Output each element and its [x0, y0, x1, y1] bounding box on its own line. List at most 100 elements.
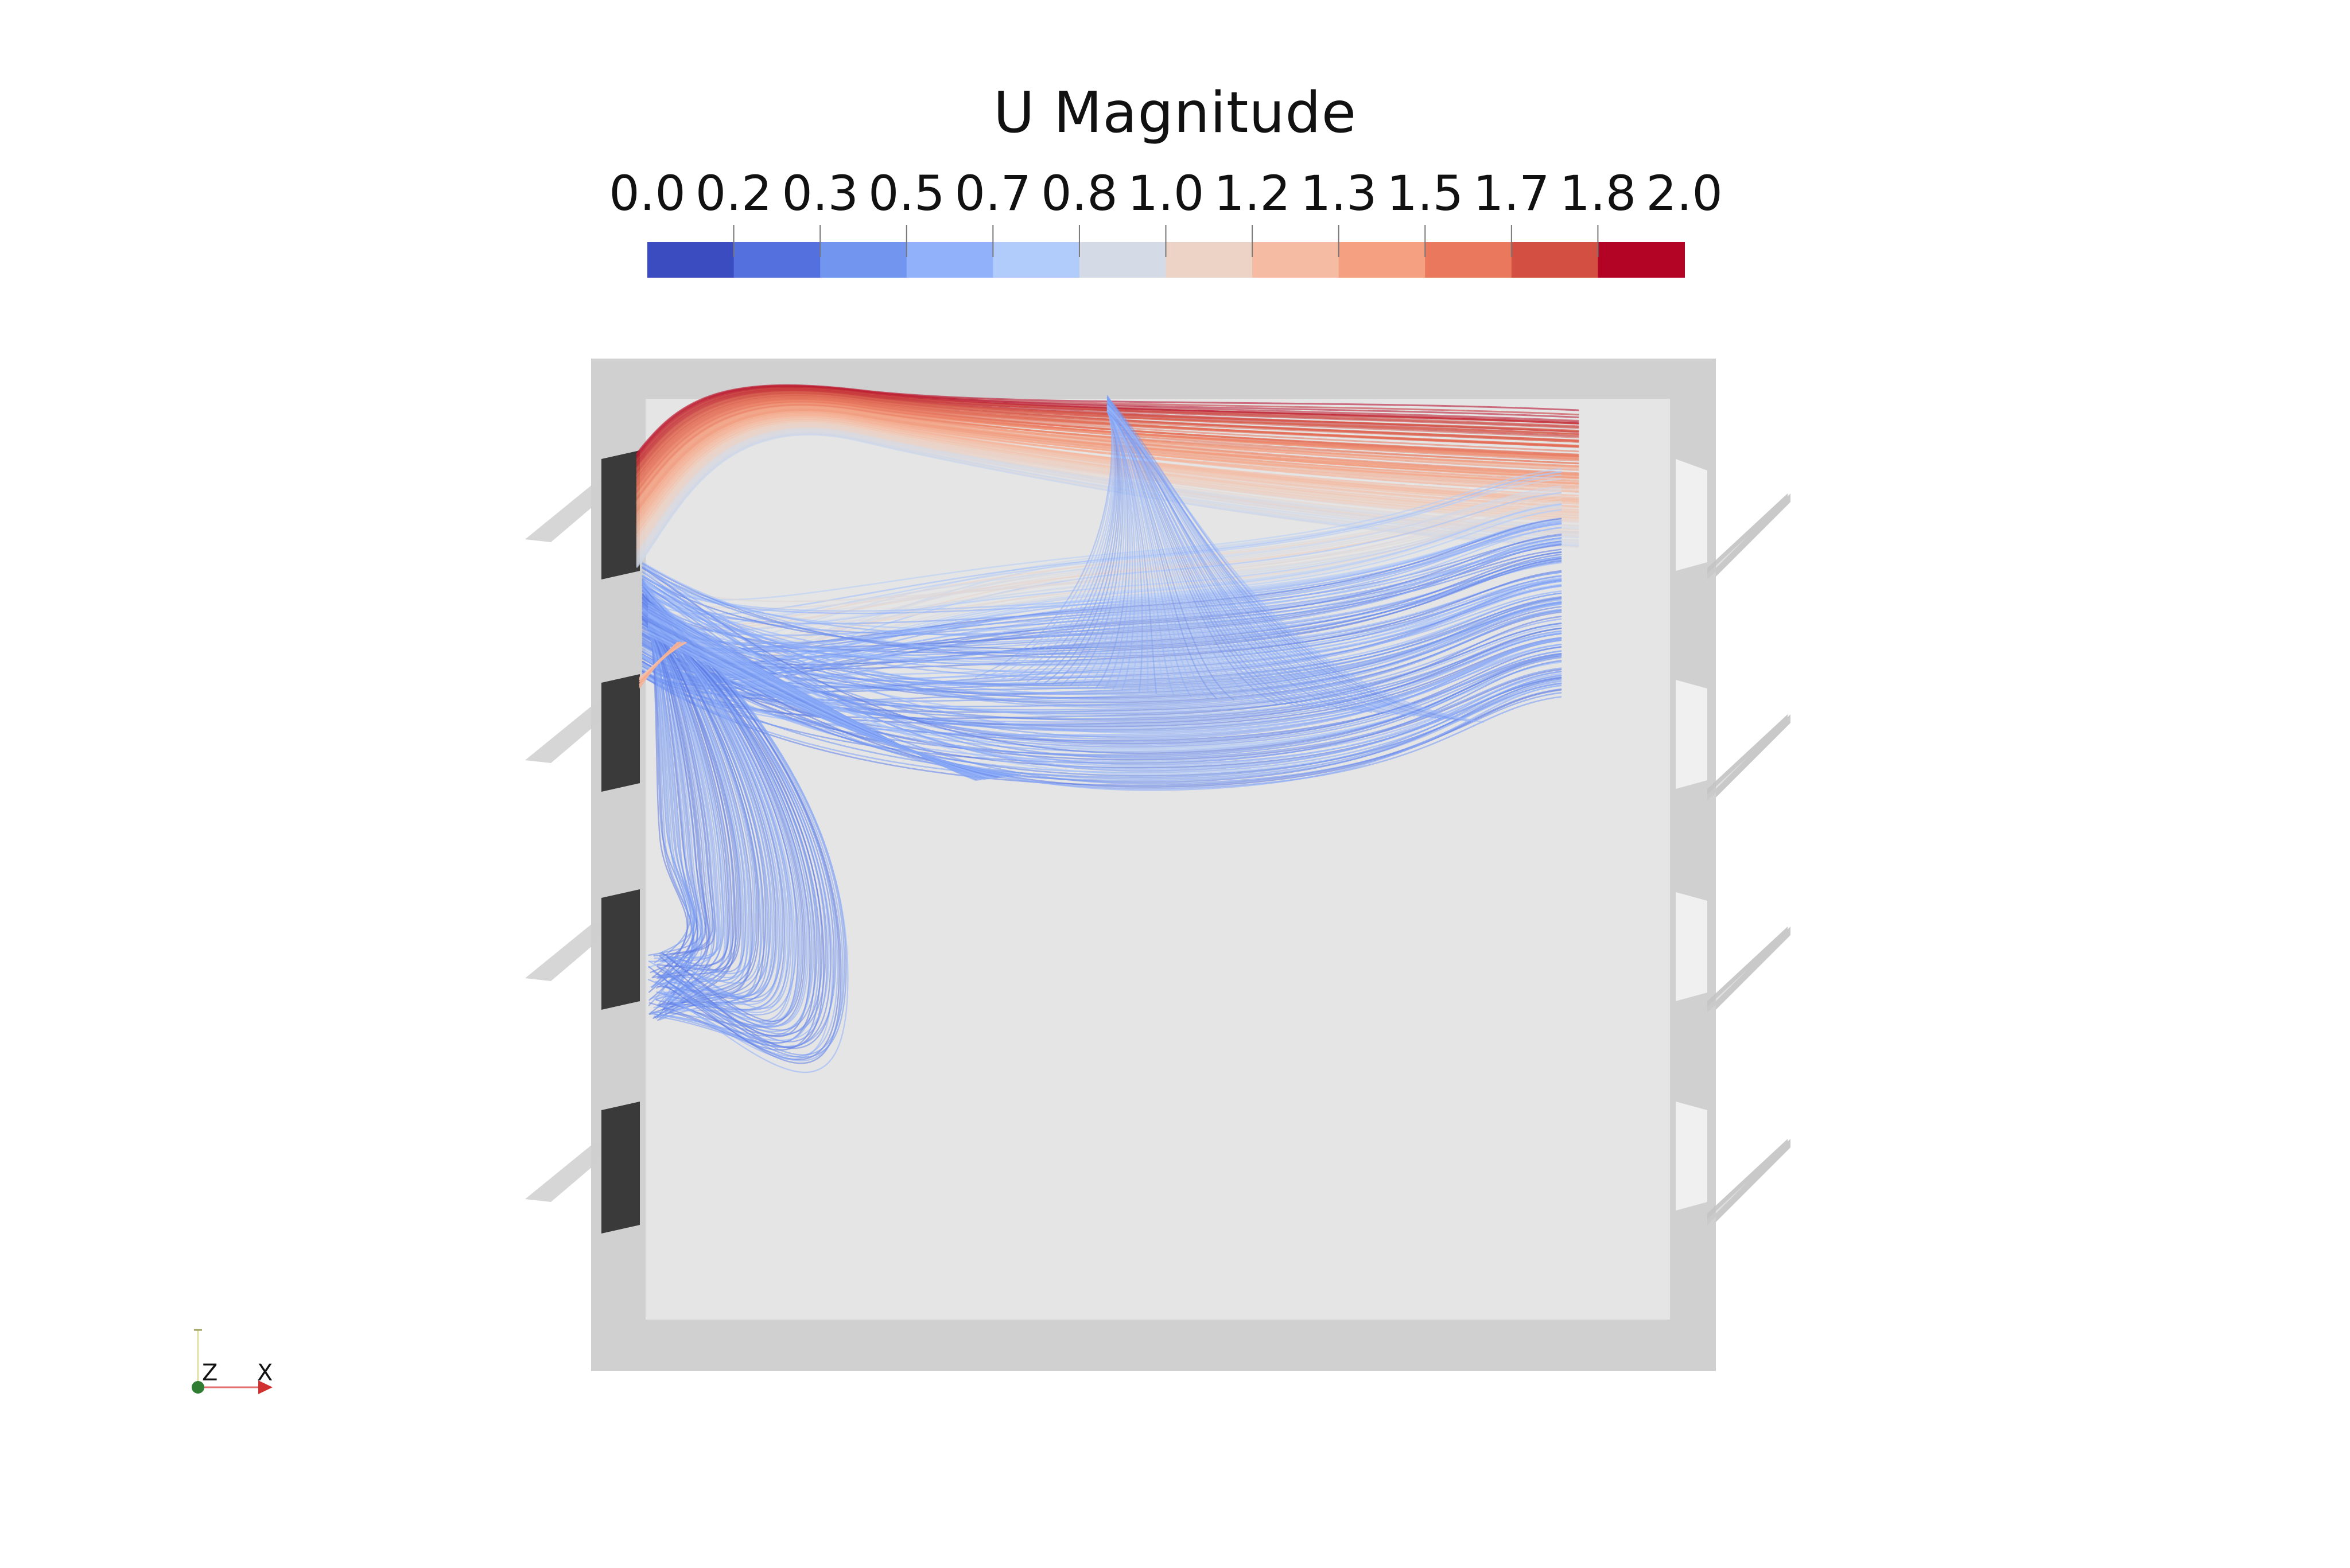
streamline	[642, 633, 1562, 761]
streamline	[642, 624, 1562, 789]
colorbar-tick-label: 1.7	[1473, 165, 1550, 221]
colorbar-tick-label: 0.5	[868, 165, 945, 221]
colorbar-segment	[1252, 242, 1339, 278]
streamline	[647, 635, 1021, 776]
streamline	[1106, 405, 1485, 723]
streamline	[642, 599, 828, 1042]
streamline	[1106, 407, 1166, 695]
streamline	[642, 471, 1562, 615]
colorbar-segment	[993, 242, 1080, 278]
streamline	[1106, 411, 1143, 692]
colorbar-segment	[1166, 242, 1253, 278]
streamline	[642, 502, 1562, 621]
streamline	[642, 597, 1562, 718]
streamline	[642, 617, 694, 1006]
streamline	[1106, 411, 1157, 694]
streamline	[639, 641, 687, 688]
streamline	[642, 618, 703, 956]
colorbar-tick-label: 1.3	[1300, 165, 1377, 221]
streamline	[642, 602, 763, 984]
louver-right-upper-2	[1716, 714, 1790, 797]
streamline	[1106, 409, 1338, 710]
streamline	[1017, 407, 1117, 682]
colorbar-segment	[1511, 242, 1599, 278]
streamline	[642, 617, 731, 978]
streamline	[642, 494, 1562, 610]
axis-x-label: X	[257, 1360, 273, 1386]
streamline	[1061, 406, 1122, 686]
louver-right-3	[1707, 927, 1788, 1007]
colorbar-tick-label: 0.2	[695, 165, 772, 221]
streamline	[1106, 408, 1201, 698]
streamline	[1106, 408, 1278, 705]
streamline	[642, 618, 825, 1048]
opening-left-4	[601, 1102, 640, 1234]
opening-right-2	[1676, 680, 1707, 789]
colorbar	[647, 225, 1685, 278]
streamline	[642, 608, 707, 974]
opening-left-2	[601, 674, 640, 792]
axis-z-label: Z	[202, 1360, 218, 1386]
louver-right-upper-4	[1716, 1139, 1790, 1222]
streamline	[642, 617, 708, 984]
opening-right-1	[1676, 459, 1707, 571]
streamline	[1106, 406, 1175, 695]
streamline	[642, 620, 698, 979]
colorbar-tick-label: 1.2	[1214, 165, 1291, 221]
streamline	[1009, 410, 1116, 681]
louver-right-2	[1707, 714, 1788, 795]
streamline	[642, 582, 1562, 785]
streamline	[642, 609, 801, 1023]
streamline	[1106, 406, 1450, 720]
streamline	[1106, 411, 1390, 715]
colorbar-segment	[820, 242, 907, 278]
colorbar-segment	[1338, 242, 1426, 278]
colorbar-segment	[1425, 242, 1512, 278]
colorbar-tick-label: 2.0	[1646, 165, 1723, 221]
streamline	[642, 579, 1562, 700]
streamline	[642, 490, 1562, 628]
streamline	[642, 622, 720, 963]
colorbar-tick-label: 0.8	[1041, 165, 1118, 221]
louver-right-4	[1707, 1139, 1788, 1219]
velocity-streamlines	[636, 384, 1579, 1073]
streamline	[1106, 407, 1287, 706]
streamline	[1106, 411, 1269, 704]
streamline	[642, 575, 1562, 706]
streamline	[642, 555, 1562, 652]
louver-right-upper-3	[1716, 927, 1790, 1010]
streamline	[642, 644, 1562, 737]
opening-left-1	[601, 450, 640, 579]
opening-right-3	[1676, 892, 1707, 1001]
colorbar-tick-label: 1.5	[1386, 165, 1464, 221]
streamline	[642, 616, 713, 1014]
orientation-axes	[192, 1329, 273, 1394]
streamline	[1106, 410, 1136, 691]
streamline	[642, 574, 1562, 771]
colorbar-segment	[647, 242, 735, 278]
louver-right-1	[1707, 493, 1788, 574]
right-louvers	[1707, 493, 1790, 1225]
axis-x-arrow	[258, 1380, 273, 1394]
colorbar-tick-label: 0.3	[782, 165, 859, 221]
streamline	[1106, 406, 1381, 714]
streamline	[1106, 406, 1209, 699]
streamline	[642, 617, 788, 1014]
opening-right-4	[1676, 1102, 1707, 1211]
streamline	[642, 621, 724, 1010]
axis-z-dot	[192, 1381, 204, 1394]
streamline	[642, 575, 1562, 660]
streamline	[642, 571, 1562, 772]
streamline	[642, 675, 1562, 787]
colorbar-tick-label: 1.0	[1127, 165, 1205, 221]
streamline	[1106, 407, 1476, 722]
opening-left-3	[601, 889, 640, 1010]
right-openings	[1676, 459, 1707, 1211]
colorbar-segment	[733, 242, 821, 278]
colorbar-segment	[1079, 242, 1167, 278]
colorbar-tick-label: 0.0	[609, 165, 686, 221]
colorbar-segment	[906, 242, 994, 278]
streamline	[642, 616, 703, 1004]
